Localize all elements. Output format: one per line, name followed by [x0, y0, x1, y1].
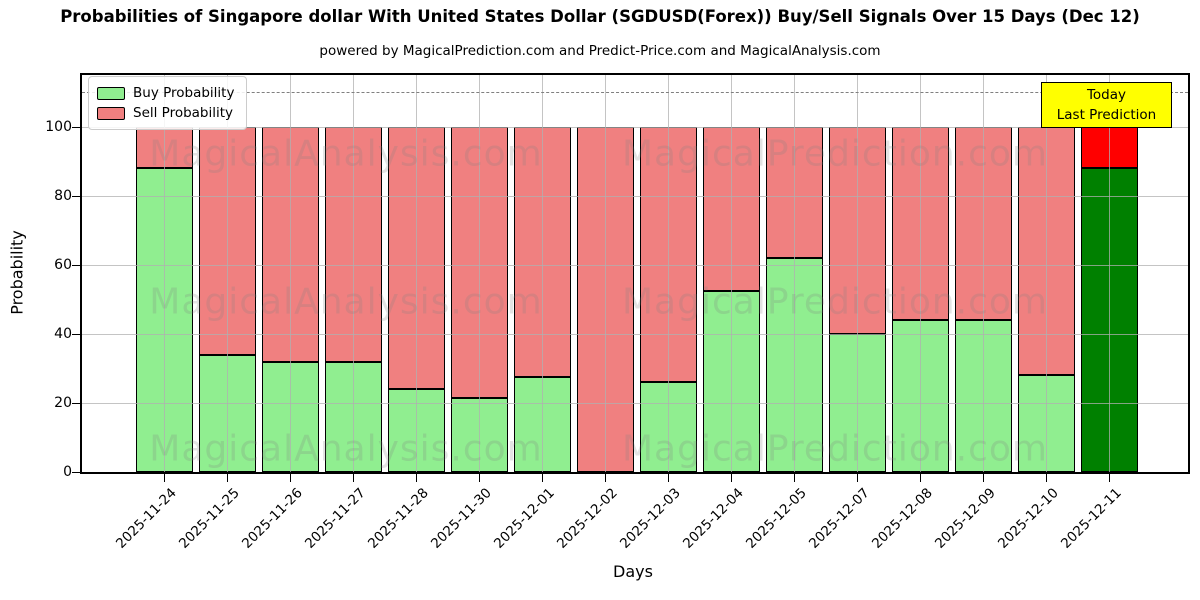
y-tick-label: 20	[54, 394, 72, 411]
y-tick-label: 60	[54, 256, 72, 273]
y-tick-mark	[72, 333, 82, 335]
x-gridline	[227, 75, 228, 472]
x-tick-label: 2025-12-02	[553, 485, 621, 552]
x-gridline	[794, 75, 795, 472]
y-gridline	[82, 402, 1188, 404]
x-tick-label: 2025-11-27	[301, 485, 369, 552]
x-tick-mark	[1046, 474, 1047, 482]
x-tick-label: 2025-12-08	[868, 485, 936, 552]
y-tick-mark	[72, 126, 82, 128]
x-gridline	[542, 75, 543, 472]
watermark-text: MagicalAnalysis.com	[149, 133, 543, 175]
x-tick-mark	[1109, 474, 1110, 482]
sell-color-swatch	[97, 106, 125, 120]
x-tick-label: 2025-12-11	[1057, 485, 1125, 552]
x-tick-mark	[542, 474, 543, 482]
watermark-text: MagicalAnalysis.com	[149, 428, 543, 470]
chart-subtitle: powered by MagicalPrediction.com and Pre…	[319, 43, 881, 59]
x-gridline	[1109, 75, 1110, 472]
x-tick-mark	[290, 474, 291, 482]
x-tick-mark	[164, 474, 165, 482]
x-tick-label: 2025-12-01	[490, 485, 558, 552]
x-tick-label: 2025-11-30	[427, 485, 495, 552]
x-gridline	[920, 75, 921, 472]
legend-label-sell: Sell Probability	[133, 105, 234, 121]
x-tick-mark	[794, 474, 795, 482]
plot-area: MagicalAnalysis.com MagicalPrediction.com…	[45, 73, 1190, 552]
x-tick-mark	[983, 474, 984, 482]
x-gridline	[416, 75, 417, 472]
x-tick-mark	[605, 474, 606, 482]
x-tick-mark	[353, 474, 354, 482]
x-gridline	[857, 75, 858, 472]
x-tick-label: 2025-12-09	[931, 485, 999, 552]
legend-label-buy: Buy Probability	[133, 85, 235, 101]
y-tick-mark	[72, 195, 82, 197]
y-gridline	[82, 333, 1188, 335]
y-tick-mark	[72, 402, 82, 404]
x-gridline	[731, 75, 732, 472]
x-tick-mark	[668, 474, 669, 482]
callout-line-2: Last Prediction	[1056, 107, 1157, 123]
legend: Buy Probability Sell Probability	[88, 76, 248, 130]
watermark-text: MagicalPrediction.com	[622, 428, 1048, 470]
watermark-text: MagicalPrediction.com	[622, 133, 1048, 175]
x-tick-label: 2025-12-10	[994, 485, 1062, 552]
y-axis-label: Probability	[7, 230, 27, 315]
x-tick-label: 2025-12-03	[616, 485, 684, 552]
x-gridline	[983, 75, 984, 472]
dashed-threshold-line	[82, 92, 1188, 94]
x-tick-label: 2025-11-28	[364, 485, 432, 552]
x-gridline	[668, 75, 669, 472]
x-tick-mark	[479, 474, 480, 482]
x-gridline	[479, 75, 480, 472]
y-tick-mark	[72, 472, 82, 473]
y-tick-mark	[72, 264, 82, 266]
legend-item-buy: Buy Probability	[97, 83, 234, 103]
x-tick-mark	[731, 474, 732, 482]
x-tick-label: 2025-12-05	[742, 485, 810, 552]
x-tick-mark	[920, 474, 921, 482]
today-last-prediction-callout: Today Last Prediction	[1041, 82, 1172, 128]
x-gridline	[290, 75, 291, 472]
x-tick-mark	[857, 474, 858, 482]
x-axis-label: Days	[613, 562, 653, 581]
y-tick-label: 0	[63, 464, 72, 480]
x-tick-label: 2025-11-26	[238, 485, 306, 552]
watermark-text: MagicalPrediction.com	[622, 281, 1048, 323]
buy-color-swatch	[97, 86, 125, 100]
x-tick-label: 2025-12-04	[679, 485, 747, 552]
legend-item-sell: Sell Probability	[97, 103, 234, 123]
x-tick-label: 2025-11-24	[112, 485, 180, 552]
chart-title: Probabilities of Singapore dollar With U…	[60, 7, 1140, 26]
y-tick-label: 80	[54, 187, 72, 204]
x-gridline	[1046, 75, 1047, 472]
x-gridline	[605, 75, 606, 472]
y-tick-label: 100	[45, 118, 72, 135]
y-gridline	[82, 264, 1188, 266]
x-tick-label: 2025-11-25	[175, 485, 243, 552]
x-tick-mark	[227, 474, 228, 482]
y-tick-label: 40	[54, 325, 72, 342]
x-tick-label: 2025-12-07	[805, 485, 873, 552]
watermark-text: MagicalAnalysis.com	[149, 281, 543, 323]
x-tick-mark	[416, 474, 417, 482]
y-gridline	[82, 195, 1188, 197]
x-gridline	[353, 75, 354, 472]
callout-line-1: Today	[1086, 87, 1127, 103]
y-gridline	[82, 126, 1188, 128]
x-gridline	[164, 75, 165, 472]
